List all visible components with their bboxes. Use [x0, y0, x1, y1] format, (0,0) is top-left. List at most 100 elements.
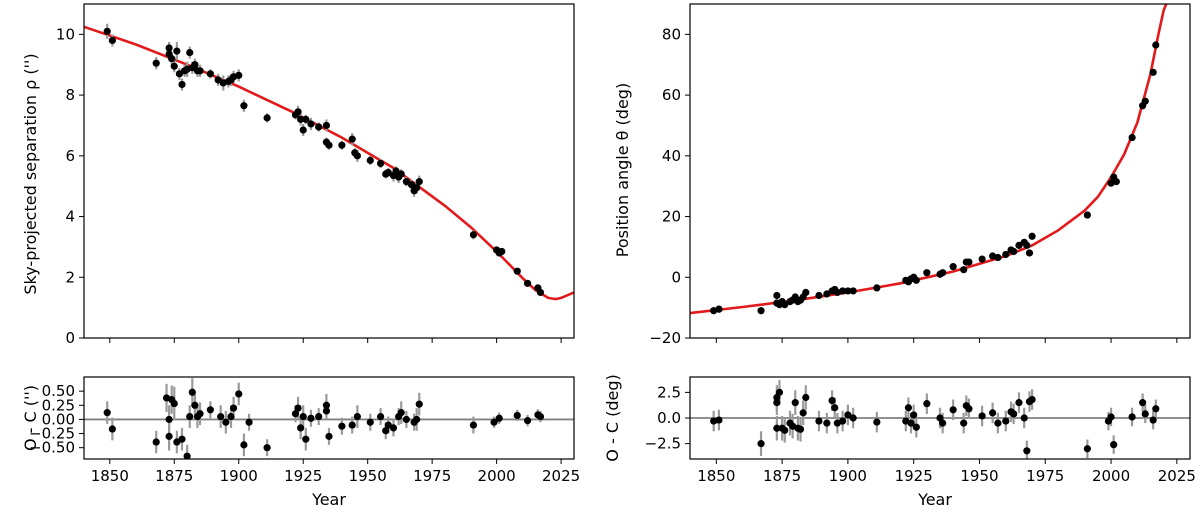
separation-data-point: [523, 279, 532, 287]
position-angle-residuals-ytick-label: 2.5: [657, 383, 681, 401]
separation-residuals-ytick-label: −0.25: [29, 425, 75, 443]
position-angle-residuals-data-point: [849, 414, 857, 422]
separation-residuals-data-point: [165, 415, 173, 424]
separation-residuals-data-point: [263, 444, 271, 452]
separation-residuals-data-point: [299, 412, 307, 421]
separation-data-point: [191, 61, 199, 69]
position-angle-residuals-data-point: [1152, 405, 1160, 413]
separation-residuals-data-point: [523, 416, 532, 425]
position-angle-data-point: [773, 291, 781, 300]
position-angle-residuals-data-point: [965, 405, 973, 413]
separation-residuals-data-point: [183, 452, 191, 459]
separation-residuals-xtick-label: 1950: [349, 467, 387, 485]
separation-residuals-data-point: [322, 407, 331, 415]
position-angle-residuals-data-point: [831, 404, 839, 412]
separation-residuals-xtick-label: 1975: [413, 467, 451, 485]
position-angle-data-point: [939, 269, 947, 277]
position-angle-residuals-data-point: [1149, 416, 1157, 424]
separation-residuals-data-point: [366, 418, 374, 426]
position-angle-residuals-xtick-label: 2025: [1158, 467, 1196, 485]
separation-residuals-data-point: [389, 424, 398, 432]
separation-data-point: [299, 126, 307, 134]
position-angle-data-point: [949, 263, 957, 271]
separation-model-curve: [84, 25, 574, 301]
separation-ytick-label: 4: [65, 208, 75, 226]
position-angle-residuals-data-point: [1020, 414, 1028, 422]
position-angle-residuals-data-point: [815, 417, 823, 425]
separation-residuals-data-point: [206, 406, 214, 414]
separation-residuals-data-point: [415, 400, 423, 408]
position-angle-residuals-data-point: [960, 419, 968, 427]
separation-data-point: [353, 152, 361, 160]
separation-residuals-data-point: [222, 418, 230, 426]
separation-residuals-data-point: [348, 421, 356, 429]
separation-residuals-xtick-label: 1925: [284, 467, 322, 485]
position-angle-residuals-data-point: [823, 419, 831, 427]
position-angle-residuals-data-point: [802, 393, 810, 402]
position-angle-ytick-label: 60: [662, 86, 681, 104]
separation-data-point: [186, 48, 194, 57]
separation-data-point: [302, 115, 310, 123]
position-angle-data-point: [1002, 250, 1010, 259]
position-angle-data-point: [815, 291, 823, 300]
separation-residuals-data-point: [294, 404, 302, 412]
separation-residuals-data-point: [152, 438, 160, 446]
separation-residuals-data-point: [191, 401, 199, 409]
position-angle-residuals-data-point: [773, 399, 781, 407]
separation-ytick-label: 0: [65, 329, 75, 347]
separation-residuals-data-point: [245, 418, 253, 426]
position-angle-residuals-data-point: [1110, 441, 1118, 449]
position-angle-data-point: [873, 284, 881, 292]
separation-data-point: [325, 141, 333, 149]
separation-data-point: [196, 67, 204, 75]
position-angle-data-point: [802, 288, 810, 297]
position-angle-ytick-label: 0: [671, 268, 681, 286]
separation-residuals-xlabel: Year: [311, 490, 346, 509]
position-angle-data-point: [1023, 241, 1031, 249]
separation-ytick-label: 8: [65, 86, 75, 104]
separation-data-point: [206, 70, 214, 78]
position-angle-data-point: [1083, 211, 1091, 219]
position-angle-residuals-panel: O - C (deg) Year 1850 1875 1900 1925 1950 197…: [603, 374, 1196, 509]
position-angle-residuals-plot-area: [690, 380, 1190, 459]
position-angle-residuals-data-point: [839, 417, 847, 425]
separation-data-point: [348, 135, 356, 143]
separation-residuals-data-point: [402, 415, 410, 424]
position-angle-data-point: [839, 287, 847, 295]
position-angle-residuals-data-point: [949, 406, 957, 414]
separation-data-point: [240, 102, 248, 110]
separation-data-point: [413, 184, 421, 192]
separation-residuals-data-point: [178, 435, 186, 443]
separation-residuals-data-point: [325, 432, 333, 440]
separation-residuals-xtick-label: 1875: [155, 467, 193, 485]
position-angle-panel: Position angle θ (deg) −20 0 20 40 60 80: [613, 3, 1191, 347]
separation-residuals-data-point: [397, 409, 405, 417]
separation-residuals-data-point: [513, 411, 521, 420]
separation-residuals-data-point: [315, 412, 323, 421]
position-angle-data-point: [1015, 241, 1023, 249]
position-angle-data-point: [1152, 41, 1160, 49]
separation-plot-area: [84, 23, 574, 301]
separation-ytick-label: 6: [65, 147, 75, 165]
position-angle-residuals-data-point: [1028, 395, 1036, 404]
separation-ytick-label: 2: [65, 268, 75, 286]
position-angle-data-point: [1149, 68, 1157, 76]
position-angle-residuals-xlabel: Year: [917, 490, 952, 509]
position-angle-residuals-data-point: [715, 416, 723, 424]
position-angle-residuals-data-point: [1015, 399, 1023, 407]
separation-residuals-xtick-label: 1850: [91, 467, 129, 485]
separation-data-point: [235, 71, 243, 79]
position-angle-data-point: [1010, 247, 1018, 256]
position-angle-residuals-xtick-label: 1950: [960, 467, 998, 485]
separation-residuals-data-point: [469, 421, 478, 429]
separation-residuals-panel: O - C ('') Year 1850 1875 1900 1925 1950 1975…: [21, 376, 580, 509]
separation-residuals-data-point: [227, 412, 235, 421]
position-angle-data-point: [1025, 249, 1034, 257]
separation-residuals-data-point: [536, 412, 545, 421]
separation-residuals-data-point: [188, 388, 196, 396]
separation-ylabel: Sky-projected separation ρ (''): [21, 53, 40, 294]
position-angle-residuals-data-point: [989, 409, 997, 417]
separation-residuals-xtick-label: 1900: [220, 467, 258, 485]
separation-residuals-data-point: [490, 418, 498, 426]
